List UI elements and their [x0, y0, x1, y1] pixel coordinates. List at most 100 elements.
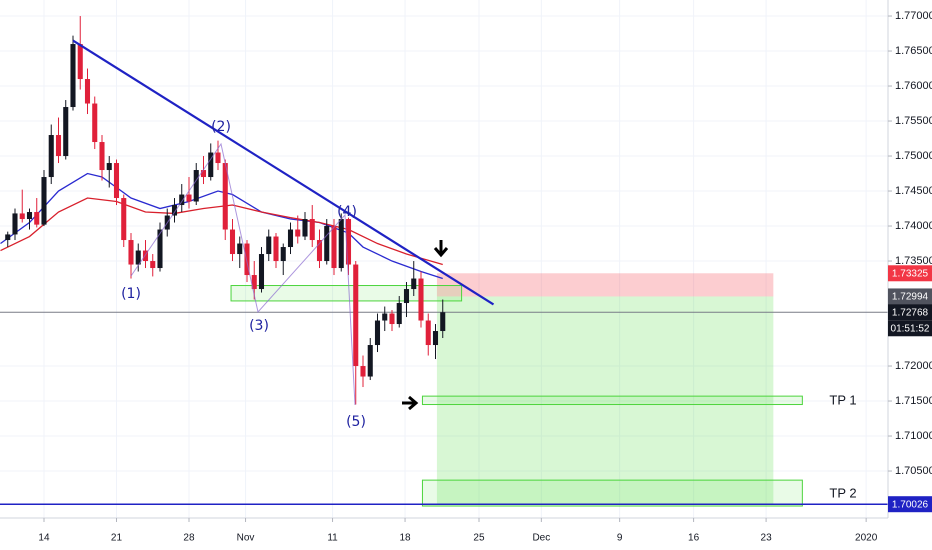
y-tick-label: 1.73500: [895, 255, 932, 267]
wave-lines: [130, 142, 356, 406]
candle-body: [295, 229, 301, 237]
candle-body: [5, 234, 11, 241]
x-tick-label: 23: [761, 533, 773, 544]
target-box: [230, 285, 463, 302]
candle-body: [128, 240, 134, 265]
y-tick-label: 1.75000: [895, 150, 932, 162]
candle-body: [440, 312, 446, 332]
candle-body: [135, 250, 141, 265]
candle-body: [237, 243, 243, 255]
candle-body: [186, 194, 192, 202]
wave-label: (5): [346, 414, 366, 430]
candle-body: [99, 142, 105, 171]
moving-average: [0, 172, 443, 280]
wave-path: [130, 142, 356, 406]
candle-body: [324, 226, 330, 262]
x-tick-label: 28: [183, 533, 195, 544]
candle-body: [200, 170, 207, 178]
candle-body: [70, 44, 76, 108]
trade-zone: [436, 296, 774, 505]
candle-body: [150, 261, 156, 269]
right-arrow: [402, 395, 419, 411]
candle-body: [287, 229, 294, 248]
x-tick-label: 16: [688, 533, 700, 544]
moving-average: [0, 197, 443, 266]
y-tick-label: 1.76000: [895, 80, 932, 92]
candle-body: [193, 170, 199, 202]
candle-body: [258, 254, 265, 290]
candle-body: [396, 303, 402, 325]
candle-body: [411, 278, 417, 290]
x-tick-label: 18: [399, 533, 411, 544]
candle-body: [273, 236, 279, 262]
x-tick-label: 2020: [855, 533, 878, 544]
y-tick-label: 1.75500: [895, 115, 932, 127]
y-tick-label: 1.71500: [895, 395, 932, 407]
candle-body: [19, 213, 25, 220]
price-tag: [888, 265, 932, 282]
candle-body: [345, 219, 352, 265]
countdown-bg: [888, 320, 932, 337]
trade-zone: [436, 273, 774, 297]
candle-body: [222, 163, 228, 230]
price-tag: [888, 288, 932, 305]
y-tick-label: 1.74500: [895, 185, 932, 197]
x-tick-label: 14: [38, 533, 50, 544]
candle-body: [34, 212, 40, 225]
candle-body: [121, 198, 127, 241]
candle-body: [55, 135, 62, 157]
wave-label: (4): [337, 204, 357, 220]
target-box: [421, 479, 803, 507]
y-tick-label: 1.76500: [895, 45, 932, 57]
price-tag-label: 1.73325: [892, 268, 929, 279]
candle-body: [41, 177, 47, 225]
down-arrow: [433, 240, 449, 258]
candle-body: [171, 205, 178, 216]
candle-body: [374, 320, 381, 346]
y-tick-label: 1.72000: [895, 360, 932, 372]
candle-body: [331, 226, 337, 269]
candle-body: [113, 163, 120, 199]
candle-body: [84, 79, 91, 104]
candle-body: [26, 212, 33, 220]
candle-body: [106, 163, 112, 171]
candle-body: [382, 313, 388, 321]
price-tag-label: 1.70026: [892, 499, 929, 510]
y-tick-label: 1.77000: [895, 10, 932, 22]
axes: 1.77000 1.76500 1.76000 1.75500 1.75000 1.745…: [38, 10, 932, 544]
candle-body: [77, 44, 83, 80]
candle-body: [403, 289, 410, 304]
candle-body: [309, 219, 315, 241]
price-tag: [888, 496, 932, 513]
candle-body: [92, 103, 98, 143]
x-tick-label: 9: [617, 533, 623, 544]
price-tag-label: 1.72994: [892, 292, 929, 303]
x-tick-label: Dec: [532, 533, 550, 544]
wave-label: (3): [249, 318, 269, 334]
candle-body: [266, 236, 272, 255]
tp-label: TP 2: [829, 485, 856, 500]
wave-label: (1): [121, 286, 141, 302]
candle-body: [280, 247, 286, 262]
candle-body: [251, 275, 257, 290]
price-tag: [888, 304, 932, 321]
candle-body: [157, 229, 163, 269]
trendline: [72, 39, 495, 306]
candle-body: [425, 320, 431, 346]
candle-body: [360, 366, 366, 377]
candle-body: [244, 243, 250, 276]
y-tick-label: 1.74000: [895, 220, 932, 232]
tp-label: TP 1: [829, 392, 856, 407]
y-tick-label: 1.70500: [895, 465, 932, 477]
x-tick-label: 21: [111, 533, 123, 544]
x-tick-label: 25: [473, 533, 485, 544]
candle-body: [353, 264, 359, 367]
candle-body: [316, 240, 323, 262]
candle-body: [432, 331, 439, 346]
x-tick-label: Nov: [237, 533, 255, 544]
price-tag-label: 1.72768: [892, 307, 929, 318]
candle-body: [418, 278, 424, 321]
candle-body: [48, 135, 54, 178]
zones: [0, 273, 888, 507]
